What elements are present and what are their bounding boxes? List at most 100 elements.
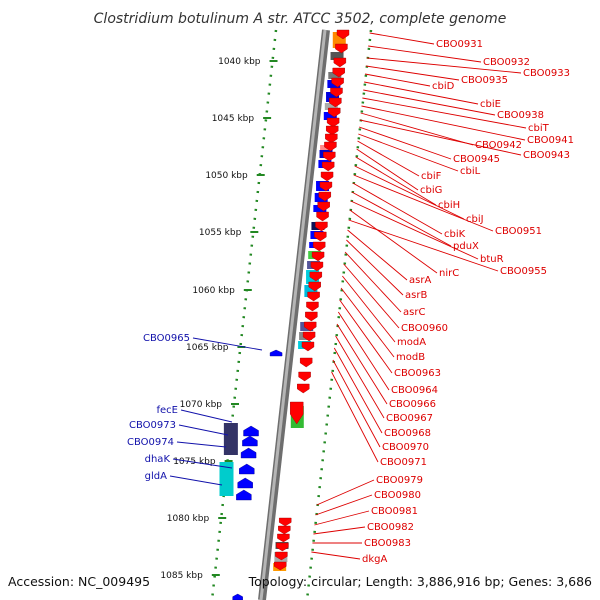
forward-gene-arrow[interactable] bbox=[318, 191, 332, 202]
forward-gene-label[interactable]: modA bbox=[397, 337, 426, 348]
reverse-gene-arrow[interactable] bbox=[236, 489, 252, 501]
forward-gene-label[interactable]: CBO0933 bbox=[523, 68, 570, 79]
forward-gene-arrow[interactable] bbox=[290, 401, 304, 425]
forward-gene-label[interactable]: CBO0945 bbox=[453, 154, 500, 165]
reverse-gene-arrow[interactable] bbox=[240, 447, 257, 459]
forward-gene-label[interactable]: cbiE bbox=[480, 99, 501, 110]
forward-gene-label[interactable]: CBO0938 bbox=[497, 110, 544, 121]
forward-gene-label[interactable]: pduX bbox=[453, 241, 479, 252]
forward-gene-label[interactable]: nirC bbox=[439, 268, 459, 279]
reverse-gene-label[interactable]: fecE bbox=[157, 405, 179, 416]
forward-gene-arrow[interactable] bbox=[308, 281, 321, 292]
forward-gene-arrow[interactable] bbox=[298, 371, 311, 382]
forward-gene-label[interactable]: cbiF bbox=[421, 171, 442, 182]
forward-gene-arrow[interactable] bbox=[275, 551, 288, 561]
forward-gene-arrow[interactable] bbox=[307, 291, 320, 302]
forward-gene-arrow[interactable] bbox=[319, 181, 333, 192]
reverse-gene-arrow[interactable] bbox=[243, 425, 259, 437]
forward-gene-arrow[interactable] bbox=[326, 117, 340, 128]
forward-gene-arrow[interactable] bbox=[336, 29, 350, 40]
forward-gene-label[interactable]: CBO0942 bbox=[475, 140, 522, 151]
forward-gene-label[interactable]: CBO0960 bbox=[401, 323, 448, 334]
forward-gene-label[interactable]: CBO0980 bbox=[374, 490, 421, 501]
forward-gene-label[interactable]: cbiD bbox=[432, 81, 455, 92]
forward-gene-arrow[interactable] bbox=[279, 517, 292, 527]
forward-gene-arrow[interactable] bbox=[323, 151, 336, 162]
forward-gene-arrow[interactable] bbox=[330, 87, 343, 98]
forward-gene-arrow[interactable] bbox=[310, 261, 324, 272]
forward-gene-arrow[interactable] bbox=[274, 561, 287, 571]
forward-gene-arrow[interactable] bbox=[276, 542, 289, 552]
reverse-gene-arrow[interactable] bbox=[232, 593, 243, 600]
reverse-gene-arrow[interactable] bbox=[269, 349, 283, 357]
reverse-gene-arrow[interactable] bbox=[237, 477, 253, 489]
reverse-gene-label[interactable]: CBO0974 bbox=[127, 437, 174, 448]
forward-gene-arrow[interactable] bbox=[331, 77, 344, 88]
forward-gene-arrow[interactable] bbox=[315, 221, 328, 232]
forward-gene-label[interactable]: CBO0932 bbox=[483, 57, 530, 68]
forward-gene-label[interactable]: CBO0979 bbox=[376, 475, 423, 486]
forward-gene-label[interactable]: CBO0970 bbox=[382, 442, 429, 453]
forward-gene-label[interactable]: dkgA bbox=[362, 554, 387, 565]
forward-gene-arrow[interactable] bbox=[333, 57, 347, 68]
forward-gene-arrow[interactable] bbox=[312, 241, 326, 252]
reverse-gene-label[interactable]: dhaK bbox=[145, 454, 171, 465]
forward-gene-arrow[interactable] bbox=[301, 341, 315, 352]
label-connector bbox=[316, 479, 375, 506]
forward-gene-arrow[interactable] bbox=[305, 311, 318, 322]
label-connector bbox=[364, 81, 479, 105]
forward-gene-arrow[interactable] bbox=[309, 271, 323, 282]
forward-gene-arrow[interactable] bbox=[314, 231, 327, 242]
forward-gene-label[interactable]: CBO0982 bbox=[367, 522, 414, 533]
forward-gene-label[interactable]: CBO0955 bbox=[500, 266, 547, 277]
forward-gene-arrow[interactable] bbox=[326, 125, 339, 136]
forward-gene-label[interactable]: CBO0964 bbox=[391, 385, 438, 396]
forward-gene-label[interactable]: cbiG bbox=[420, 185, 442, 196]
forward-gene-arrow[interactable] bbox=[277, 533, 290, 543]
reverse-gene-label[interactable]: gldA bbox=[145, 471, 167, 482]
forward-gene-arrow[interactable] bbox=[304, 321, 317, 332]
forward-gene-arrow[interactable] bbox=[278, 525, 291, 535]
forward-gene-label[interactable]: CBO0941 bbox=[527, 135, 574, 146]
forward-gene-arrow[interactable] bbox=[321, 161, 335, 172]
forward-gene-arrow[interactable] bbox=[320, 171, 334, 182]
forward-gene-label[interactable]: cbiT bbox=[528, 123, 550, 134]
forward-gene-arrow[interactable] bbox=[306, 301, 319, 312]
forward-gene-label[interactable]: CBO0981 bbox=[371, 506, 418, 517]
forward-gene-arrow[interactable] bbox=[324, 141, 337, 152]
forward-gene-label[interactable]: CBO0931 bbox=[436, 39, 483, 50]
forward-gene-label[interactable]: asrB bbox=[405, 290, 427, 301]
forward-gene-label[interactable]: CBO0963 bbox=[394, 368, 441, 379]
forward-gene-label[interactable]: CBO0967 bbox=[386, 413, 433, 424]
forward-gene-label[interactable]: asrA bbox=[409, 275, 431, 286]
reverse-gene-label[interactable]: CBO0973 bbox=[129, 420, 176, 431]
forward-gene-label[interactable]: cbiK bbox=[444, 229, 466, 240]
forward-gene-label[interactable]: cbiL bbox=[460, 166, 481, 177]
forward-gene-label[interactable]: CBO0971 bbox=[380, 457, 427, 468]
forward-gene-arrow[interactable] bbox=[325, 133, 338, 144]
forward-gene-label[interactable]: asrC bbox=[403, 307, 425, 318]
forward-gene-arrow[interactable] bbox=[335, 43, 348, 54]
forward-gene-label[interactable]: CBO0943 bbox=[523, 150, 570, 161]
forward-gene-arrow[interactable] bbox=[302, 331, 316, 342]
forward-gene-label[interactable]: CBO0983 bbox=[364, 538, 411, 549]
forward-gene-arrow[interactable] bbox=[311, 251, 325, 262]
forward-gene-label[interactable]: CBO0951 bbox=[495, 226, 542, 237]
forward-gene-arrow[interactable] bbox=[317, 201, 330, 212]
reverse-gene-label[interactable]: CBO0965 bbox=[143, 333, 190, 344]
forward-gene-arrow[interactable] bbox=[332, 67, 345, 78]
forward-gene-arrow[interactable] bbox=[299, 357, 313, 368]
forward-gene-arrow[interactable] bbox=[328, 107, 341, 118]
forward-gene-label[interactable]: CBO0968 bbox=[384, 428, 431, 439]
reverse-gene-arrow[interactable] bbox=[239, 463, 255, 475]
forward-gene-arrow[interactable] bbox=[329, 97, 342, 108]
forward-gene-label[interactable]: CBO0966 bbox=[389, 399, 436, 410]
forward-gene-label[interactable]: cbiJ bbox=[466, 214, 484, 225]
forward-gene-arrow[interactable] bbox=[297, 383, 310, 394]
forward-gene-arrow[interactable] bbox=[316, 211, 329, 222]
forward-gene-label[interactable]: modB bbox=[396, 352, 425, 363]
forward-gene-label[interactable]: CBO0935 bbox=[461, 75, 508, 86]
forward-gene-label[interactable]: cbiH bbox=[438, 200, 460, 211]
forward-gene-label[interactable]: btuR bbox=[480, 254, 504, 265]
reverse-gene-arrow[interactable] bbox=[242, 435, 258, 447]
